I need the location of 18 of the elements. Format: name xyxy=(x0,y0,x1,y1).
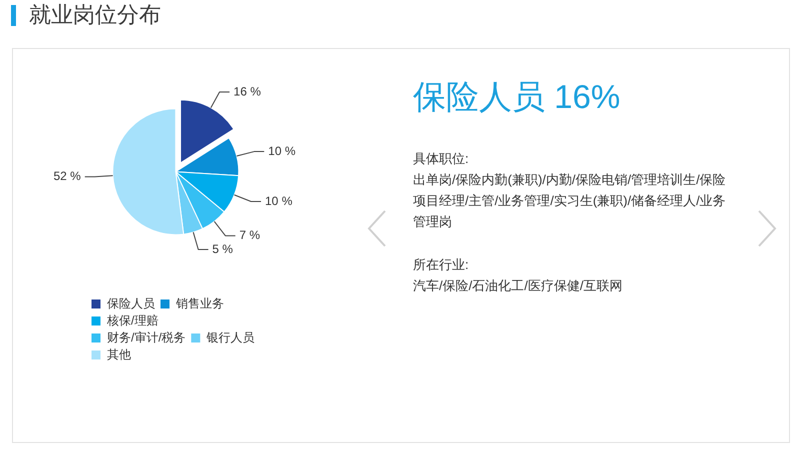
data-label: 52 % xyxy=(54,169,82,184)
data-label: 10 % xyxy=(265,194,293,208)
text: 保险人员 16% xyxy=(413,77,622,117)
legend-label: 其他 xyxy=(107,347,131,362)
text: 具体职位: xyxy=(413,150,470,168)
text: 出单岗/保险内勤(兼职)/内勤/保险电销/管理培训生/保险项目经理/主管/业务管理/实习生(兼职)/储备经理人/业务管理岗 xyxy=(413,171,727,231)
legend-label: 核保/理赔 xyxy=(106,313,158,328)
text: 汽车/保险/石油化工/医疗保健/互联网 xyxy=(413,277,624,295)
legend-label: 财务/审计/税务 xyxy=(107,330,186,344)
legend-label: 保险人员 xyxy=(107,296,155,310)
data-label: 7 % xyxy=(239,228,260,242)
data-label: 10 % xyxy=(268,144,296,158)
data-label: 16 % xyxy=(234,84,262,98)
text: 所在行业: xyxy=(413,256,470,274)
legend-label: 销售业务 xyxy=(175,296,224,310)
data-label: 5 % xyxy=(212,242,234,256)
legend-label: 银行人员 xyxy=(206,330,255,344)
chart-title: 就业岗位分布 xyxy=(29,2,161,28)
